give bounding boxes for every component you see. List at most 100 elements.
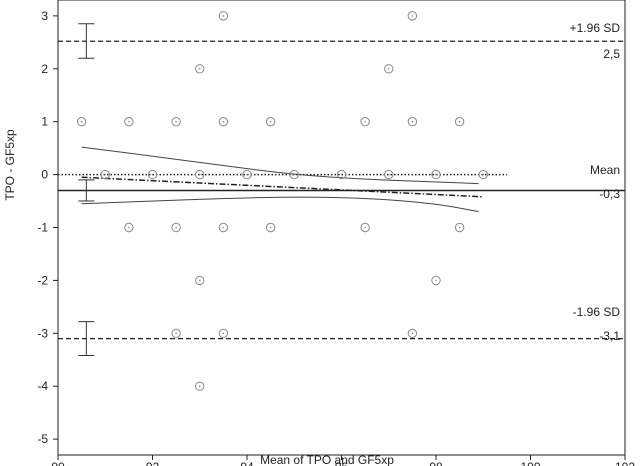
- data-point: [407, 328, 418, 339]
- data-point: [171, 328, 181, 339]
- data-point-center: [198, 385, 201, 388]
- data-point: [218, 116, 229, 127]
- data-point: [76, 116, 87, 127]
- y-tick-label: 2: [41, 62, 48, 76]
- x-tick-label: 92: [146, 460, 160, 466]
- data-points: [76, 11, 488, 391]
- plot-area: [57, 0, 626, 456]
- data-point-center: [175, 120, 177, 123]
- data-point: [195, 64, 205, 74]
- x-tick-label: 94: [240, 460, 254, 466]
- data-point: [454, 222, 465, 233]
- mean-value: -0,3: [599, 187, 620, 201]
- data-point-center: [387, 67, 390, 70]
- data-point: [360, 222, 370, 233]
- data-point-center: [411, 15, 414, 17]
- y-tick-label: 3: [41, 9, 48, 23]
- lower-loa-label: -1.96 SD: [573, 305, 621, 319]
- data-point: [265, 116, 276, 127]
- data-point-center: [293, 173, 296, 176]
- data-point-center: [128, 226, 130, 229]
- data-point-center: [198, 173, 201, 176]
- upper-loa-value: 2,5: [603, 47, 620, 61]
- data-point: [218, 328, 229, 339]
- x-tick-label: 90: [51, 460, 65, 466]
- data-point-center: [175, 226, 177, 229]
- data-point: [124, 222, 134, 233]
- upper-loa-label: +1.96 SD: [570, 21, 621, 35]
- data-point: [454, 116, 465, 127]
- data-point: [171, 222, 181, 233]
- x-tick-label: 100: [520, 460, 540, 466]
- y-tick-label: -3: [37, 326, 48, 340]
- y-tick-label: -2: [37, 273, 48, 287]
- data-point: [218, 222, 229, 233]
- data-point: [195, 381, 205, 391]
- data-point-center: [222, 120, 225, 123]
- lower-loa-value: -3,1: [599, 329, 620, 343]
- data-point-center: [104, 173, 107, 176]
- data-point: [431, 275, 441, 286]
- data-point: [195, 169, 205, 180]
- x-tick-label: 98: [429, 460, 443, 466]
- data-point-center: [80, 120, 83, 123]
- data-point-center: [411, 332, 414, 335]
- data-point: [124, 116, 134, 127]
- y-tick-label: 1: [41, 115, 48, 129]
- data-point-center: [340, 173, 343, 176]
- data-point: [407, 11, 418, 21]
- data-point-center: [128, 120, 130, 123]
- data-point-center: [458, 120, 461, 123]
- data-point-center: [435, 173, 437, 176]
- data-point: [265, 222, 276, 233]
- data-point: [384, 169, 394, 180]
- y-tick-label: -4: [37, 379, 48, 393]
- data-point-center: [198, 279, 201, 282]
- regression-ci-lower: [81, 196, 479, 213]
- data-point: [360, 116, 370, 127]
- y-axis-title: TPO - GF5xp: [3, 129, 17, 201]
- data-point: [407, 116, 418, 127]
- y-tick-label: -1: [37, 221, 48, 235]
- regression-line: [81, 176, 484, 198]
- data-point: [171, 116, 181, 127]
- x-tick-label: 96: [335, 460, 349, 466]
- tick-marks: 90 92 94 96 98 100 102 3 2 1 0 -1 -2 -3 -4 -5: [37, 9, 635, 466]
- reference-lines: [58, 23, 625, 357]
- data-point-center: [435, 279, 437, 282]
- x-tick-label: 102: [615, 460, 635, 466]
- data-point-center: [364, 226, 366, 229]
- data-point-center: [269, 120, 272, 123]
- data-point-center: [151, 173, 154, 176]
- regression-ci-upper: [81, 146, 479, 185]
- data-point-center: [198, 67, 201, 70]
- data-point-center: [458, 226, 461, 229]
- data-point-center: [222, 332, 225, 335]
- data-point-center: [482, 173, 485, 176]
- data-point-center: [411, 120, 414, 123]
- data-point: [242, 169, 252, 180]
- regression-curves: [81, 146, 484, 213]
- data-point-center: [387, 173, 390, 176]
- data-point: [336, 169, 347, 180]
- data-point-center: [246, 173, 248, 176]
- y-tick-label: -5: [37, 432, 48, 446]
- data-point: [100, 169, 110, 180]
- data-point: [478, 169, 488, 180]
- data-point: [384, 64, 394, 74]
- data-point: [147, 169, 158, 180]
- mean-label: Mean: [590, 163, 620, 177]
- reference-labels: +1.96 SD 2,5 Mean -0,3 -1.96 SD -3,1: [570, 21, 621, 343]
- data-point: [431, 169, 441, 180]
- data-point-center: [222, 226, 225, 229]
- data-point: [218, 11, 229, 21]
- data-point: [289, 169, 299, 180]
- data-point-center: [364, 120, 366, 123]
- x-axis-title: Mean of TPO and GF5xp: [260, 453, 394, 466]
- data-point-center: [175, 332, 177, 335]
- data-point: [195, 275, 205, 286]
- y-tick-label: 0: [41, 168, 48, 182]
- data-point-center: [222, 15, 225, 17]
- data-point-center: [269, 226, 272, 229]
